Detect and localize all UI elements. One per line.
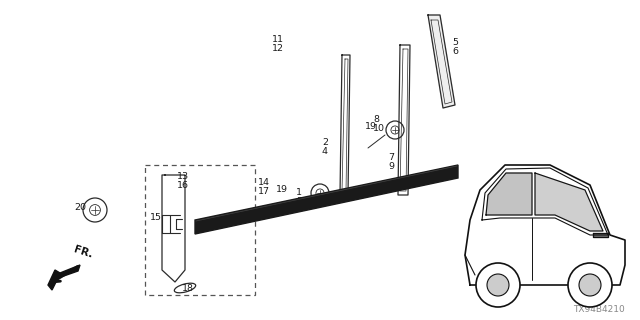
- Text: 1: 1: [296, 188, 302, 197]
- Circle shape: [476, 263, 520, 307]
- Text: 5: 5: [452, 38, 458, 47]
- Text: 9: 9: [388, 162, 394, 171]
- Text: 19: 19: [365, 122, 377, 131]
- Bar: [145, 165, 255, 295]
- Text: TX94B4210: TX94B4210: [573, 305, 625, 314]
- Text: 15: 15: [150, 213, 162, 222]
- Text: 7: 7: [388, 153, 394, 162]
- Text: 13: 13: [177, 172, 189, 181]
- Circle shape: [487, 274, 509, 296]
- Text: 14: 14: [258, 178, 270, 187]
- Circle shape: [568, 263, 612, 307]
- Text: 10: 10: [373, 124, 385, 133]
- Text: 4: 4: [322, 147, 328, 156]
- Text: 16: 16: [177, 181, 189, 190]
- Text: FR.: FR.: [72, 244, 93, 260]
- Text: 20: 20: [74, 203, 86, 212]
- Polygon shape: [535, 173, 603, 231]
- Text: 2: 2: [322, 138, 328, 147]
- Polygon shape: [428, 15, 455, 108]
- Text: 18: 18: [182, 284, 194, 293]
- Text: 12: 12: [272, 44, 284, 53]
- Polygon shape: [48, 265, 80, 290]
- Polygon shape: [593, 233, 608, 237]
- Text: 8: 8: [373, 115, 379, 124]
- Text: 19: 19: [276, 185, 288, 194]
- Circle shape: [579, 274, 601, 296]
- Text: 3: 3: [296, 197, 302, 206]
- Text: 11: 11: [272, 35, 284, 44]
- Text: 6: 6: [452, 47, 458, 56]
- Polygon shape: [195, 165, 458, 234]
- Polygon shape: [486, 173, 532, 215]
- Text: 17: 17: [258, 187, 270, 196]
